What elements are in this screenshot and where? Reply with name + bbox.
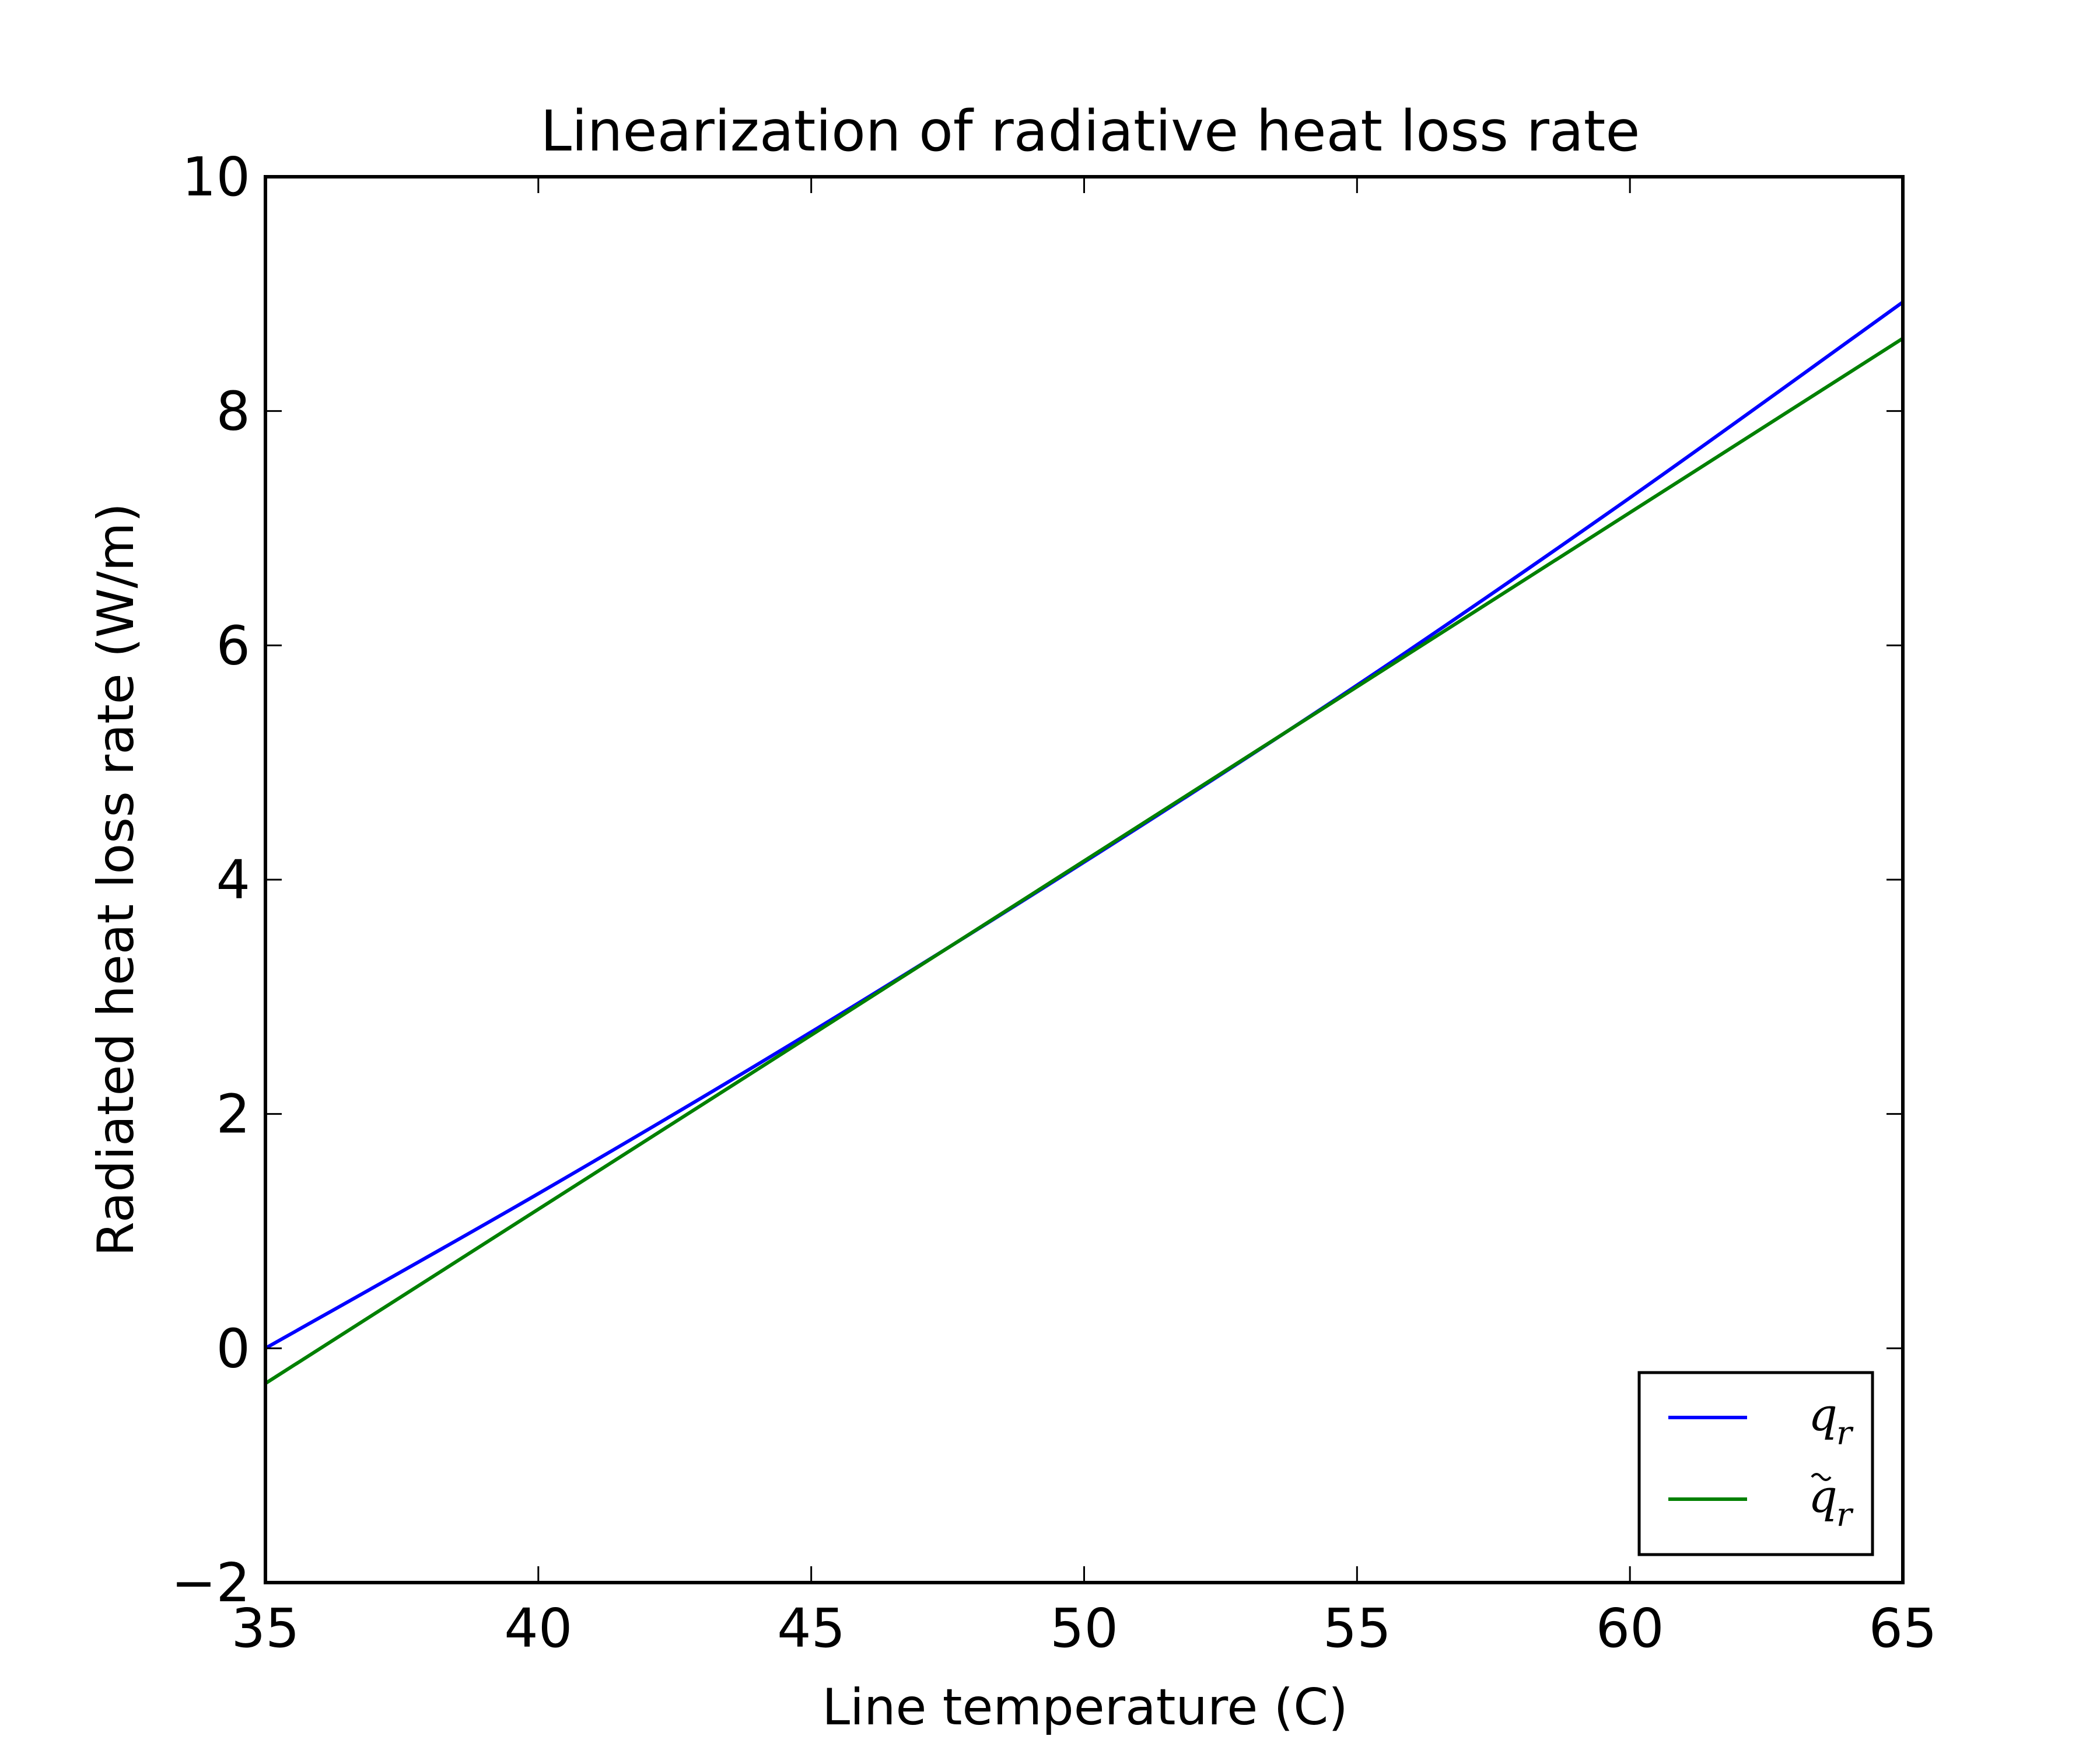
legend-label: qr (1808, 1471, 1854, 1534)
x-tick-label: 40 (504, 1597, 572, 1660)
y-tick-label: 4 (216, 849, 250, 911)
y-tick-label: −2 (171, 1552, 250, 1614)
x-tick-label: 55 (1323, 1597, 1391, 1660)
legend-label: qr (1808, 1389, 1854, 1452)
series-layer (264, 300, 1904, 1385)
x-tick-label: 35 (231, 1597, 299, 1660)
tilde-accent (1811, 1473, 1832, 1481)
x-tick-label: 50 (1050, 1597, 1118, 1660)
x-axis-label: Line temperature (C) (822, 1678, 1348, 1737)
y-tick-label: 8 (216, 380, 250, 443)
plot-area-frame (264, 175, 1905, 1584)
legend-label-subscript: r (1836, 1415, 1854, 1452)
y-tick-label: 0 (216, 1317, 250, 1380)
chart-title: Linearization of radiative heat loss rat… (541, 99, 1640, 164)
y-tick-label: 6 (216, 614, 250, 677)
legend-box (1637, 1371, 1874, 1556)
y-tick-label: 2 (216, 1083, 250, 1146)
series-line-q-r-tilde (264, 337, 1904, 1385)
legend-label-base: q (1808, 1389, 1838, 1441)
x-tick-label: 65 (1868, 1597, 1937, 1660)
ticks-layer: 35 40 45 50 55 60 65 −2 0 2 4 6 8 10 (171, 146, 1937, 1660)
legend-label-subscript: r (1836, 1496, 1854, 1534)
y-tick-label: 10 (182, 146, 250, 208)
x-tick-label: 45 (777, 1597, 845, 1660)
x-tick-label: 60 (1596, 1597, 1664, 1660)
y-axis-label: Radiated heat loss rate (W/m) (87, 503, 145, 1256)
